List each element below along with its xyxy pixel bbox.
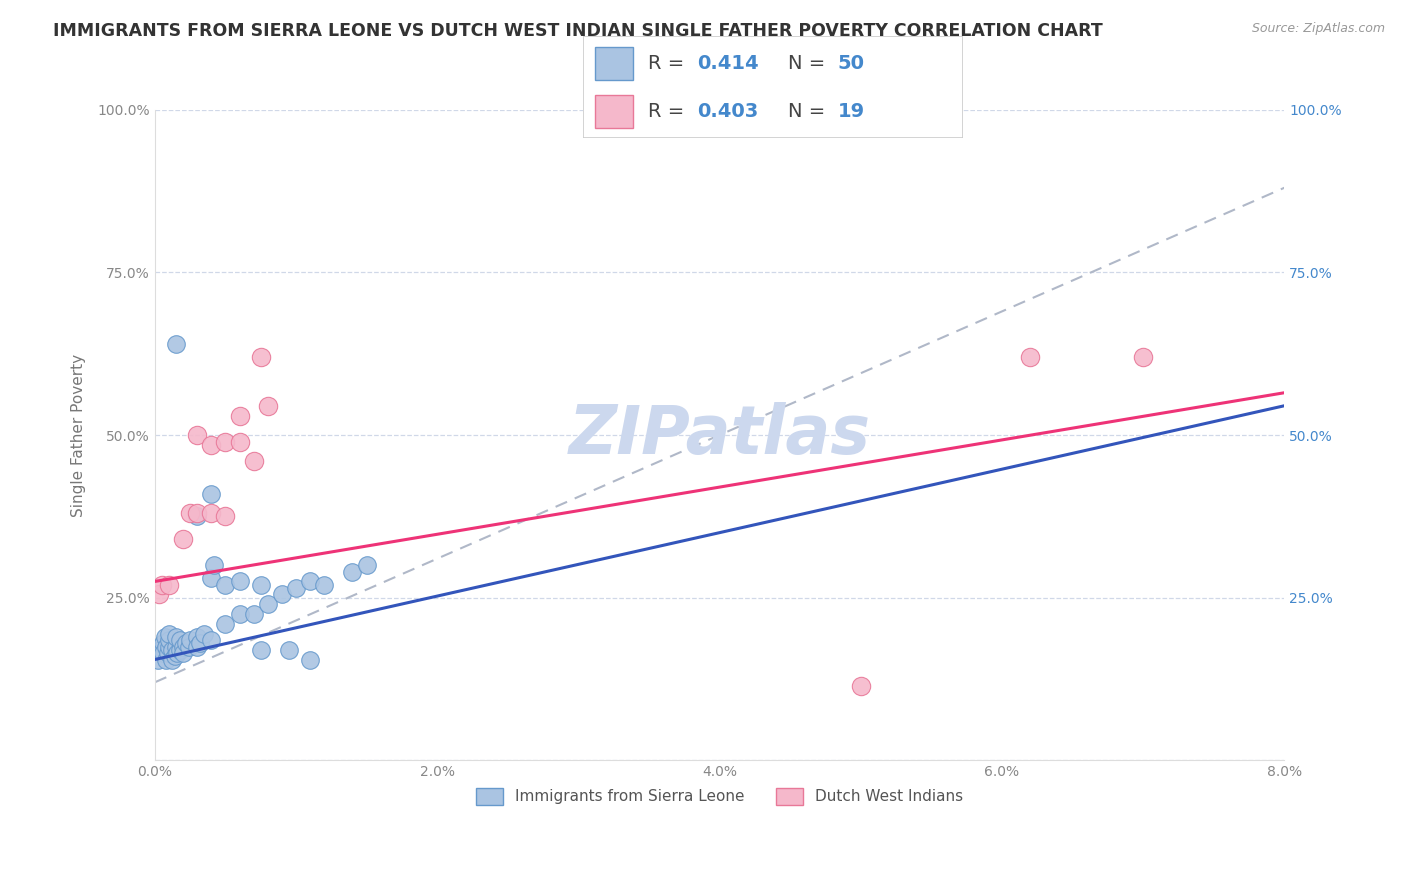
Point <box>314 577 336 591</box>
Text: R =: R = <box>648 54 690 73</box>
Point <box>172 646 194 660</box>
Point <box>148 587 170 601</box>
Text: Source: ZipAtlas.com: Source: ZipAtlas.com <box>1251 22 1385 36</box>
Text: 0.414: 0.414 <box>697 54 759 73</box>
Bar <box>595 95 633 128</box>
Point <box>285 581 308 595</box>
Point <box>153 630 176 644</box>
Point <box>214 616 236 631</box>
Point <box>177 640 200 654</box>
Point <box>200 486 222 500</box>
Point <box>165 337 187 351</box>
Point <box>1132 350 1154 364</box>
Point <box>179 506 201 520</box>
Point <box>152 646 174 660</box>
Point <box>165 630 187 644</box>
Point <box>150 577 173 591</box>
Text: ZIPatlas: ZIPatlas <box>568 402 870 468</box>
Bar <box>595 47 633 79</box>
Point <box>200 506 222 520</box>
Point <box>152 636 174 650</box>
Point <box>169 642 191 657</box>
Point <box>172 640 194 654</box>
Point <box>342 565 364 579</box>
Point <box>228 434 250 449</box>
Point <box>172 532 194 546</box>
Point <box>157 640 180 654</box>
Y-axis label: Single Father Poverty: Single Father Poverty <box>72 353 86 516</box>
Point <box>214 577 236 591</box>
Point <box>299 574 322 589</box>
Point <box>186 640 208 654</box>
Point <box>249 642 271 657</box>
Point <box>160 652 183 666</box>
Text: 0.403: 0.403 <box>697 102 759 121</box>
Point <box>256 399 278 413</box>
Point <box>1019 350 1042 364</box>
Point <box>249 350 271 364</box>
Point <box>188 636 211 650</box>
Point <box>186 509 208 524</box>
Point <box>200 632 222 647</box>
Point <box>228 574 250 589</box>
Point <box>256 597 278 611</box>
Text: R =: R = <box>648 102 690 121</box>
Point <box>165 640 187 654</box>
Point <box>157 577 180 591</box>
Point <box>156 646 179 660</box>
Text: N =: N = <box>789 102 832 121</box>
Text: 50: 50 <box>838 54 865 73</box>
Point <box>200 571 222 585</box>
Point <box>299 652 322 666</box>
FancyBboxPatch shape <box>583 36 963 138</box>
Point <box>242 454 264 468</box>
Point <box>163 649 186 664</box>
Text: N =: N = <box>789 54 832 73</box>
Point <box>849 679 872 693</box>
Point <box>228 607 250 621</box>
Point <box>214 434 236 449</box>
Point <box>160 642 183 657</box>
Point <box>157 632 180 647</box>
Point <box>193 626 215 640</box>
Point <box>179 632 201 647</box>
Text: 19: 19 <box>838 102 865 121</box>
Point <box>228 409 250 423</box>
Point <box>356 558 378 573</box>
Point <box>169 632 191 647</box>
Point <box>249 577 271 591</box>
Point <box>200 438 222 452</box>
Point <box>174 636 197 650</box>
Text: IMMIGRANTS FROM SIERRA LEONE VS DUTCH WEST INDIAN SINGLE FATHER POVERTY CORRELAT: IMMIGRANTS FROM SIERRA LEONE VS DUTCH WE… <box>53 22 1104 40</box>
Point <box>155 652 177 666</box>
Point <box>270 587 292 601</box>
Point <box>242 607 264 621</box>
Point <box>186 630 208 644</box>
Point <box>202 558 225 573</box>
Point <box>146 652 169 666</box>
Point <box>155 640 177 654</box>
Point <box>214 509 236 524</box>
Point <box>186 428 208 442</box>
Point <box>157 626 180 640</box>
Point <box>166 646 188 660</box>
Point <box>149 642 172 657</box>
Point <box>186 506 208 520</box>
Point <box>278 642 301 657</box>
Legend: Immigrants from Sierra Leone, Dutch West Indians: Immigrants from Sierra Leone, Dutch West… <box>470 781 970 812</box>
